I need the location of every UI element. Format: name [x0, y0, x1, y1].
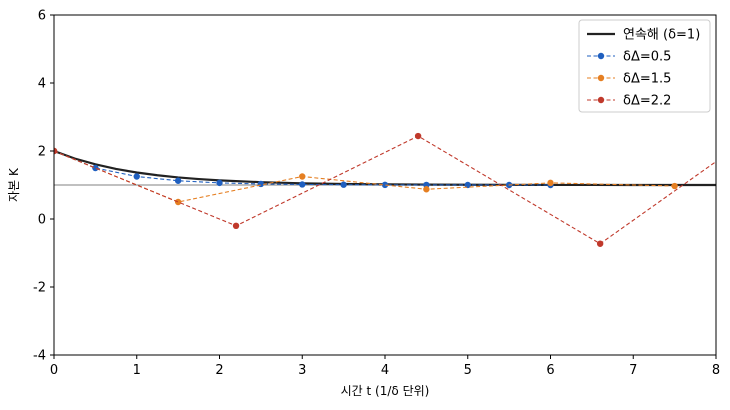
x-axis: 0 1 2 3 4 5 6 7 8 — [50, 355, 720, 378]
x-tick-label: 3 — [298, 363, 306, 378]
series-line-0 — [54, 149, 716, 187]
series-1-point — [92, 164, 99, 172]
series-line-1 — [54, 150, 551, 186]
series-2-point — [174, 198, 182, 206]
y-tick-label: -2 — [33, 281, 46, 296]
series-1-point — [216, 179, 223, 187]
x-tick-label: 2 — [215, 363, 223, 378]
series-1-point — [174, 177, 182, 184]
legend-item: 연속해 (δ=1) — [587, 28, 700, 43]
legend-marker — [597, 74, 605, 82]
x-tick-label: 5 — [464, 363, 472, 378]
series-2-point — [547, 179, 554, 187]
x-tick-label: 7 — [629, 363, 637, 378]
legend-marker — [597, 96, 605, 104]
series-2-point — [671, 182, 678, 190]
legend-box — [578, 19, 711, 113]
series-3-point — [596, 240, 604, 247]
legend-item: δΔ=0.5 — [587, 50, 671, 65]
x-tick-label: 0 — [50, 363, 58, 378]
y-tick-label: 4 — [38, 77, 46, 92]
series-2-point — [423, 186, 430, 193]
legend-label: δΔ=0.5 — [623, 50, 671, 65]
series-3-point — [414, 132, 422, 140]
y-axis: -4 -2 0 2 4 6 — [33, 9, 54, 364]
series-1-point — [257, 180, 265, 188]
plot-content — [54, 132, 716, 247]
series-1-point — [464, 181, 471, 189]
x-tick-label: 4 — [381, 363, 389, 378]
series-1-point — [340, 181, 347, 188]
series-1-point — [133, 173, 140, 180]
x-tick-label: 6 — [546, 363, 554, 378]
legend-label: 연속해 (δ=1) — [623, 28, 700, 43]
series-1-point — [381, 181, 389, 189]
legend-item: δΔ=1.5 — [587, 72, 671, 87]
y-tick-label: -4 — [33, 349, 46, 364]
legend: 연속해 (δ=1) δΔ=0.5 δΔ=1.5 δΔ=2.2 — [578, 19, 711, 113]
legend-item: δΔ=2.2 — [587, 94, 671, 109]
series-3-point — [54, 147, 58, 155]
series-1-point — [299, 181, 306, 188]
series-line-3 — [54, 135, 716, 245]
y-tick-label: 6 — [38, 9, 46, 24]
x-axis-label: 시간 t (1/δ 단위) — [341, 384, 430, 398]
series-line-2 — [54, 150, 675, 203]
legend-marker — [597, 52, 605, 60]
y-axis-label: 자본 K — [7, 167, 21, 202]
x-tick-label: 1 — [133, 363, 141, 378]
x-tick-label: 8 — [712, 363, 720, 378]
legend-label: δΔ=1.5 — [623, 72, 671, 87]
series-2-point — [299, 173, 306, 180]
series-3-point — [232, 222, 240, 229]
y-tick-label: 0 — [38, 213, 46, 228]
y-tick-label: 2 — [38, 145, 46, 160]
legend-label: δΔ=2.2 — [623, 94, 671, 109]
